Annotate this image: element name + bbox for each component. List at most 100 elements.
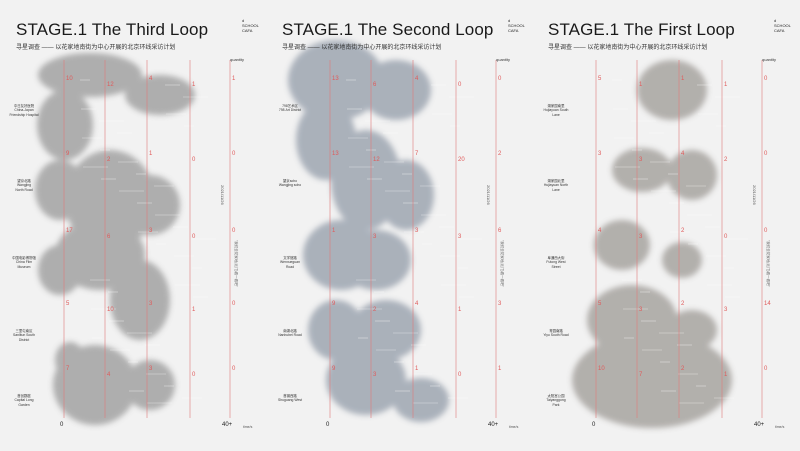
count-number: 4 xyxy=(415,301,419,307)
count-number: 4 xyxy=(598,228,602,234)
density-blob xyxy=(594,220,650,270)
count-number: 13 xyxy=(332,76,339,82)
count-number: 3 xyxy=(149,366,153,372)
axis-end: 40+ xyxy=(488,422,499,428)
count-number: 5 xyxy=(66,301,70,307)
count-number: 12 xyxy=(107,82,114,88)
count-number: 3 xyxy=(149,228,153,234)
axis-start: 0 xyxy=(326,422,330,428)
quantity-label: quantity xyxy=(496,57,511,62)
stop-label: 育园南路 Yiyu South Road xyxy=(543,329,569,338)
panel-second-loop: 13 6 4 0 0 13 12 7 20 2 1 3 3 3 6 9 2 4 1 3 9 3 1 0 1 STAGE.1 Th… xyxy=(266,0,530,451)
count-number: 0 xyxy=(764,366,768,372)
count-number: 3 xyxy=(458,234,462,240)
count-number: 6 xyxy=(498,228,502,234)
count-number: 2 xyxy=(681,301,685,307)
count-number: 2 xyxy=(681,366,685,372)
axis-unit: time/s xyxy=(509,425,519,429)
axis-unit: time/s xyxy=(243,425,253,429)
count-number: 1 xyxy=(458,307,462,313)
panel-third-loop: 10 12 4 1 1 9 2 1 0 0 17 6 3 0 0 5 10 3 1 0 7 4 3 0 0 STAGE.1 Th… xyxy=(0,0,264,451)
density-blob xyxy=(637,60,707,120)
count-number: 0 xyxy=(192,157,196,163)
density-blob xyxy=(572,332,732,428)
density-blob xyxy=(351,300,421,360)
count-number: 3 xyxy=(373,372,377,378)
count-number: 3 xyxy=(598,151,602,157)
count-number: 10 xyxy=(107,307,114,313)
count-number: 2 xyxy=(681,228,685,234)
count-number: 9 xyxy=(332,366,336,372)
count-number: 3 xyxy=(498,301,502,307)
count-number: 0 xyxy=(232,228,236,234)
count-number: 6 xyxy=(373,82,377,88)
count-number: 1 xyxy=(192,307,196,313)
axis-end: 40+ xyxy=(222,422,233,428)
count-number: 12 xyxy=(373,157,380,163)
count-number: 1 xyxy=(232,76,236,82)
date-text: 2021/11/26 xyxy=(486,185,491,205)
density-blob xyxy=(110,260,170,340)
count-number: 5 xyxy=(598,76,602,82)
count-number: 0 xyxy=(764,151,768,157)
date-text: 2021/11/26 xyxy=(220,185,225,205)
stop-label: 三里屯南区 Sanlitun South District xyxy=(12,329,36,342)
count-number: 0 xyxy=(764,76,768,82)
density-blob xyxy=(55,342,85,378)
count-number: 0 xyxy=(498,76,502,82)
density-blob xyxy=(37,90,93,160)
note-text: "我们去花家地(北门)看一看吧" xyxy=(766,240,770,287)
density-blob xyxy=(326,345,406,415)
count-number: 7 xyxy=(415,151,419,157)
count-number: 3 xyxy=(373,234,377,240)
count-number: 3 xyxy=(639,307,643,313)
count-number: 7 xyxy=(66,366,70,372)
count-number: 4 xyxy=(149,76,153,82)
count-number: 0 xyxy=(232,366,236,372)
count-number: 1 xyxy=(415,366,419,372)
density-blob xyxy=(120,175,180,235)
count-number: 3 xyxy=(149,301,153,307)
count-number: 4 xyxy=(415,76,419,82)
count-number: 9 xyxy=(66,151,70,157)
count-number: 0 xyxy=(724,234,728,240)
stop-label: 阜通西大街 Futong West Street xyxy=(546,256,566,269)
count-number: 1 xyxy=(498,366,502,372)
axis-unit: time/s xyxy=(775,425,785,429)
stop-label: 文学馆路 Wenxueguan Road xyxy=(280,256,300,269)
count-number: 10 xyxy=(598,366,605,372)
count-number: 9 xyxy=(332,301,336,307)
count-number: 0 xyxy=(458,82,462,88)
axis-start: 0 xyxy=(60,422,64,428)
count-number: 20 xyxy=(458,157,465,163)
stop-label: 中国电影博物馆 China Film Museum xyxy=(12,256,36,269)
school-logo: d SCHOOL CAFA xyxy=(508,18,525,33)
stop-label: 湖家园南里 Hujiayuan South Lane xyxy=(543,104,569,117)
count-number: 17 xyxy=(66,228,73,234)
panel-subtitle: 寻星调查 —— 以花家地南街为中心开展的北京环线采访计划 xyxy=(16,45,176,51)
density-blob xyxy=(308,300,364,360)
count-number: 1 xyxy=(149,151,153,157)
quantity-label: quantity xyxy=(762,57,777,62)
count-number: 7 xyxy=(639,372,643,378)
density-blob xyxy=(361,60,431,120)
stop-label: 中日友好医院 China-Japan Friendship Hospital xyxy=(9,104,39,117)
panel-first-loop: 5 1 1 1 0 3 3 4 2 0 4 3 2 0 0 5 3 2 3 14 10 7 2 1 0 STAGE.1 The … xyxy=(532,0,796,451)
stop-label: 首钢西路 Shuguang West xyxy=(277,394,303,403)
density-blob xyxy=(35,160,85,220)
count-number: 0 xyxy=(232,151,236,157)
count-number: 3 xyxy=(724,307,728,313)
count-number: 14 xyxy=(764,301,771,307)
density-blob xyxy=(38,245,82,295)
school-logo: d SCHOOL CAFA xyxy=(774,18,791,33)
density-blob xyxy=(393,378,449,422)
date-text: 2021/11/26 xyxy=(752,185,757,205)
stop-label: 湖家园北里 Hujiayuan North Lane xyxy=(543,179,569,192)
count-number: 3 xyxy=(415,228,419,234)
count-number: 0 xyxy=(764,228,768,234)
panel-title: STAGE.1 The First Loop xyxy=(548,20,735,39)
count-number: 1 xyxy=(681,76,685,82)
stop-label: 望京soho Wangjing soho xyxy=(278,179,302,188)
